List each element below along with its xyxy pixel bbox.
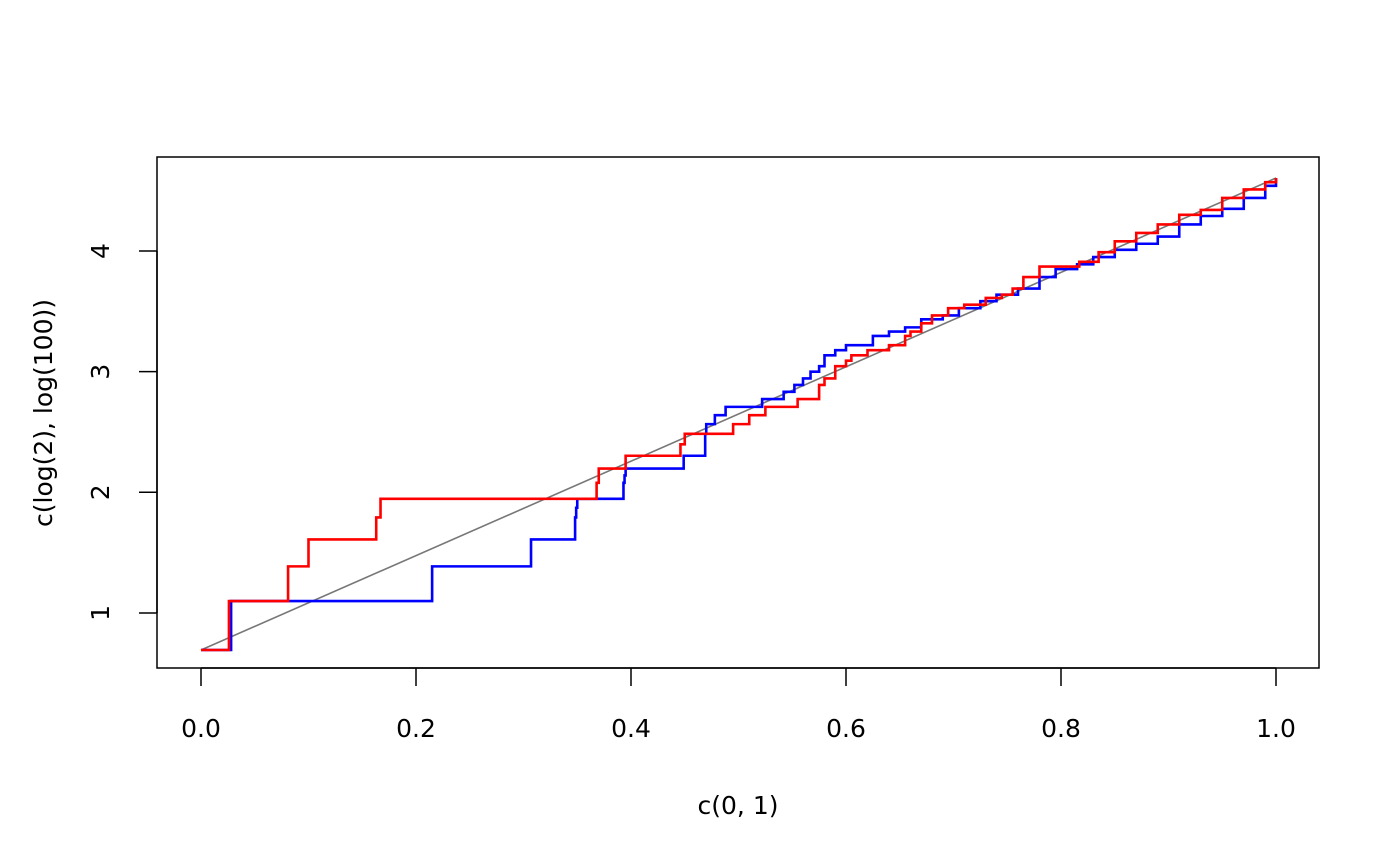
y-tick-label: 3 [86, 364, 115, 380]
x-axis: 0.0 0.2 0.4 0.6 0.8 1.0 [181, 667, 1296, 743]
x-tick-label: 1.0 [1256, 714, 1296, 743]
series-line-1 [201, 178, 1278, 652]
x-axis-title: c(0, 1) [698, 791, 779, 820]
series-line-2 [201, 178, 1278, 652]
x-tick-label: 0.0 [181, 714, 221, 743]
x-tick-label: 0.4 [611, 714, 651, 743]
x-tick-label: 0.2 [396, 714, 436, 743]
y-tick-label: 1 [86, 605, 115, 621]
y-axis-title: c(log(2), log(100)) [29, 299, 58, 527]
series-layer [201, 178, 1278, 652]
x-tick-label: 0.6 [826, 714, 866, 743]
y-tick-label: 4 [86, 243, 115, 259]
x-tick-label: 0.8 [1041, 714, 1081, 743]
y-axis: 1 2 3 4 [86, 243, 158, 621]
y-tick-label: 2 [86, 484, 115, 500]
